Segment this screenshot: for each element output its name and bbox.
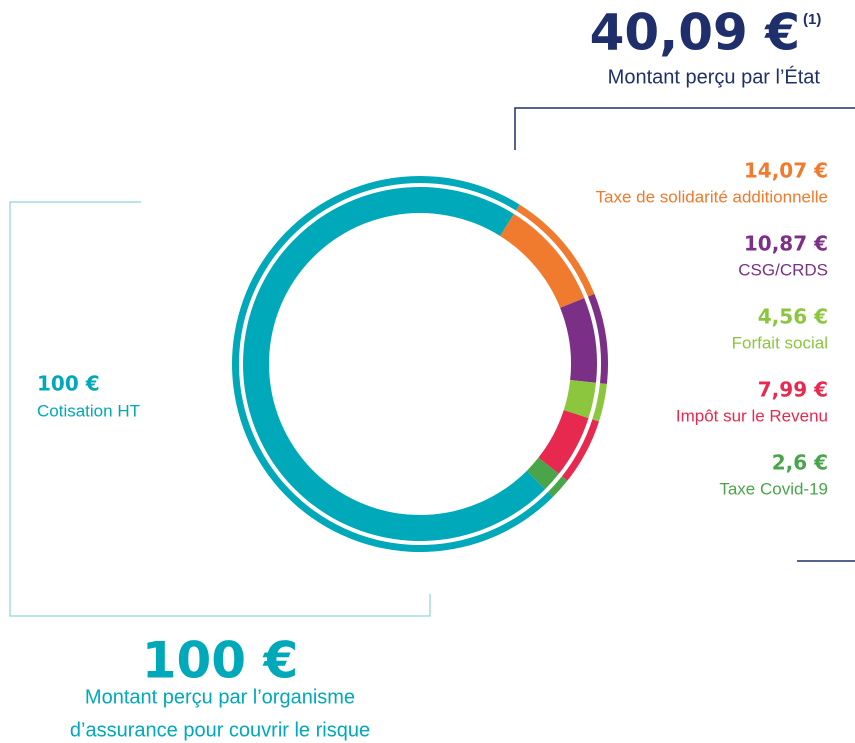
insurer-amount: 100 € (142, 632, 299, 690)
outer-ring-segment (561, 419, 599, 481)
value-label: 4,56 € (758, 305, 828, 329)
value-label: 7,99 € (758, 378, 828, 402)
outer-ring-segment (231, 175, 553, 553)
insurer-bracket (9, 201, 431, 617)
brackets (9, 107, 855, 617)
donut-segment (563, 380, 597, 419)
state-caption: Montant perçu par l’État (608, 65, 821, 88)
outer-ring-segment (588, 294, 609, 384)
state-amount: 40,09 € (590, 4, 800, 62)
value-label: 100 € (37, 372, 100, 396)
state-note: (1) (803, 11, 821, 28)
outer-ring-segment (592, 383, 607, 422)
category-label: Impôt sur le Revenu (676, 406, 828, 425)
insurer-caption: d’assurance pour couvrir le risque (70, 719, 370, 741)
insurer-caption: Montant perçu par l’organisme (85, 686, 355, 708)
value-label: 14,07 € (744, 159, 828, 183)
value-label: 10,87 € (744, 232, 828, 256)
outer-ring-segment (547, 476, 568, 497)
outer-ring-segment (515, 204, 595, 297)
donut-segment (242, 186, 546, 541)
donut-segment (500, 213, 585, 308)
value-label: 2,6 € (772, 451, 828, 475)
category-label: Cotisation HT (37, 401, 140, 420)
category-label: Taxe Covid-19 (719, 479, 828, 498)
category-label: Forfait social (732, 333, 828, 352)
category-label: Taxe de solidarité additionnelle (596, 187, 829, 206)
donut-segment (560, 298, 598, 383)
donut-segment (538, 410, 589, 474)
category-label: CSG/CRDS (738, 260, 828, 279)
state-bracket (514, 107, 855, 150)
donut-segment (526, 457, 559, 490)
